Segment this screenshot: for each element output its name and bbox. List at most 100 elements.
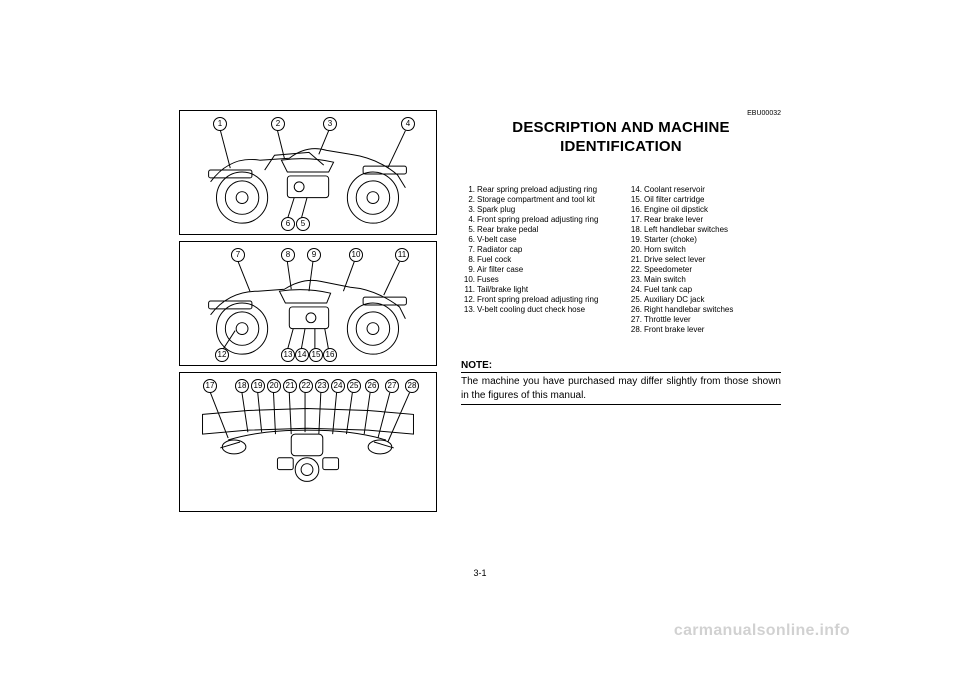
callout-13: 13 [281, 348, 295, 362]
legend-label: V-belt cooling duct check hose [477, 305, 614, 315]
legend-item: 7.Radiator cap [461, 245, 614, 255]
legend-number: 21. [628, 255, 644, 265]
note-block: NOTE: The machine you have purchased may… [461, 359, 781, 406]
legend-item: 2.Storage compartment and tool kit [461, 195, 614, 205]
legend-number: 13. [461, 305, 477, 315]
legend-number: 24. [628, 285, 644, 295]
figures-column: 1 2 3 4 6 5 [179, 110, 437, 550]
legend-number: 16. [628, 205, 644, 215]
legend-label: Speedometer [644, 265, 781, 275]
callout-16: 16 [323, 348, 337, 362]
legend-number: 18. [628, 225, 644, 235]
callout-19: 19 [251, 379, 265, 393]
callout-9: 9 [307, 248, 321, 262]
legend-item: 22.Speedometer [628, 265, 781, 275]
legend-label: Front spring preload adjusting ring [477, 215, 614, 225]
legend-label: Spark plug [477, 205, 614, 215]
page-number: 3-1 [473, 568, 486, 578]
legend-label: Storage compartment and tool kit [477, 195, 614, 205]
figure-side-left: 1 2 3 4 6 5 [179, 110, 437, 235]
legend-item: 19.Starter (choke) [628, 235, 781, 245]
callout-26: 26 [365, 379, 379, 393]
callout-14: 14 [295, 348, 309, 362]
legend-label: Engine oil dipstick [644, 205, 781, 215]
legend-label: Rear brake pedal [477, 225, 614, 235]
legend-number: 15. [628, 195, 644, 205]
legend-item: 25.Auxiliary DC jack [628, 295, 781, 305]
callout-12: 12 [215, 348, 229, 362]
legend-column-2: 14.Coolant reservoir15.Oil filter cartri… [628, 185, 781, 335]
legend-number: 6. [461, 235, 477, 245]
legend-number: 2. [461, 195, 477, 205]
legend-label: Air filter case [477, 265, 614, 275]
legend-number: 20. [628, 245, 644, 255]
legend-label: Tail/brake light [477, 285, 614, 295]
callout-27: 27 [385, 379, 399, 393]
text-column: EBU00032 DESCRIPTION AND MACHINE IDENTIF… [461, 110, 781, 550]
legend-number: 3. [461, 205, 477, 215]
legend-item: 17.Rear brake lever [628, 215, 781, 225]
handlebar-illustration [180, 373, 436, 511]
legend-number: 17. [628, 215, 644, 225]
callout-8: 8 [281, 248, 295, 262]
callout-3: 3 [323, 117, 337, 131]
legend-number: 5. [461, 225, 477, 235]
callout-4: 4 [401, 117, 415, 131]
callout-22: 22 [299, 379, 313, 393]
legend-label: Drive select lever [644, 255, 781, 265]
callout-21: 21 [283, 379, 297, 393]
legend-label: Front brake lever [644, 325, 781, 335]
legend-label: Horn switch [644, 245, 781, 255]
callout-5: 5 [296, 217, 310, 231]
legend-number: 26. [628, 305, 644, 315]
legend-item: 27.Throttle lever [628, 315, 781, 325]
note-title: NOTE: [461, 359, 492, 373]
callout-25: 25 [347, 379, 361, 393]
callout-2: 2 [271, 117, 285, 131]
legend-number: 19. [628, 235, 644, 245]
legend-number: 22. [628, 265, 644, 275]
legend-number: 12. [461, 295, 477, 305]
legend-item: 14.Coolant reservoir [628, 185, 781, 195]
legend-number: 27. [628, 315, 644, 325]
manual-page: 1 2 3 4 6 5 [179, 110, 789, 550]
legend-item: 15.Oil filter cartridge [628, 195, 781, 205]
legend-item: 4.Front spring preload adjusting ring [461, 215, 614, 225]
legend-number: 23. [628, 275, 644, 285]
legend-label: Fuel tank cap [644, 285, 781, 295]
legend-number: 25. [628, 295, 644, 305]
callout-17: 17 [203, 379, 217, 393]
legend-label: Fuel cock [477, 255, 614, 265]
figure-side-right: 7 8 9 10 11 12 13 14 15 16 [179, 241, 437, 366]
heading-line-1: DESCRIPTION AND MACHINE [512, 119, 729, 136]
legend-label: Oil filter cartridge [644, 195, 781, 205]
legend-label: Radiator cap [477, 245, 614, 255]
legend-number: 28. [628, 325, 644, 335]
callout-1: 1 [213, 117, 227, 131]
legend-number: 7. [461, 245, 477, 255]
callout-15: 15 [309, 348, 323, 362]
legend-item: 16.Engine oil dipstick [628, 205, 781, 215]
legend-item: 20.Horn switch [628, 245, 781, 255]
legend-label: Fuses [477, 275, 614, 285]
legend-column-1: 1.Rear spring preload adjusting ring2.St… [461, 185, 614, 335]
legend-item: 5.Rear brake pedal [461, 225, 614, 235]
callout-6: 6 [281, 217, 295, 231]
note-text: The machine you have purchased may diffe… [461, 375, 781, 402]
watermark: carmanualsonline.info [674, 622, 850, 640]
legend-item: 11.Tail/brake light [461, 285, 614, 295]
legend-number: 4. [461, 215, 477, 225]
legend-item: 3.Spark plug [461, 205, 614, 215]
legend-number: 1. [461, 185, 477, 195]
legend-item: 24.Fuel tank cap [628, 285, 781, 295]
legend-label: Right handlebar switches [644, 305, 781, 315]
legend-item: 1.Rear spring preload adjusting ring [461, 185, 614, 195]
legend-number: 11. [461, 285, 477, 295]
legend-item: 23.Main switch [628, 275, 781, 285]
heading-line-2: IDENTIFICATION [560, 138, 682, 155]
legend-item: 8.Fuel cock [461, 255, 614, 265]
legend-number: 14. [628, 185, 644, 195]
legend-label: Left handlebar switches [644, 225, 781, 235]
callout-18: 18 [235, 379, 249, 393]
callout-28: 28 [405, 379, 419, 393]
